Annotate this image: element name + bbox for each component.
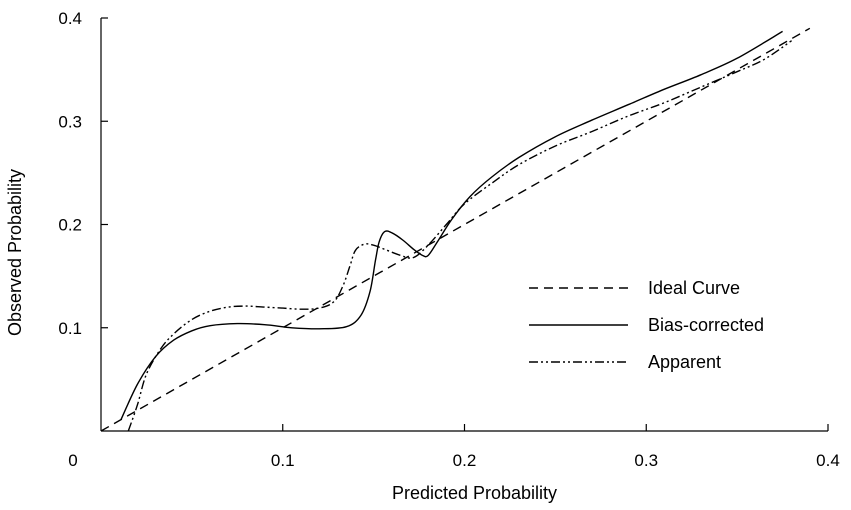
- series-line-bias-corrected: [120, 30, 783, 420]
- y-tick-label: 0.3: [58, 112, 82, 131]
- series-line-ideal-curve: [100, 27, 811, 432]
- legend-label-apparent: Apparent: [648, 352, 721, 372]
- x-tick-label: 0.1: [271, 451, 295, 470]
- x-axis-title: Predicted Probability: [392, 483, 557, 503]
- x-tick-label: 0.4: [816, 451, 840, 470]
- legend-label-ideal-curve: Ideal Curve: [648, 278, 740, 298]
- series-line-apparent: [127, 40, 792, 432]
- y-tick-label: 0.2: [58, 216, 82, 235]
- legend: Ideal Curve Bias-corrected Apparent: [529, 278, 764, 372]
- x-tick-label: 0: [68, 451, 77, 470]
- y-axis-title: Observed Probability: [5, 169, 25, 336]
- legend-label-bias-corrected: Bias-corrected: [648, 315, 764, 335]
- y-tick-label: 0.1: [58, 319, 82, 338]
- series-layer: [100, 27, 811, 432]
- axes: 0 0.1 0.2 0.3 0.4 0.1 0.2 0.3 0.4: [58, 9, 839, 470]
- x-tick-label: 0.3: [634, 451, 658, 470]
- y-tick-label: 0.4: [58, 9, 82, 28]
- x-tick-label: 0.2: [453, 451, 477, 470]
